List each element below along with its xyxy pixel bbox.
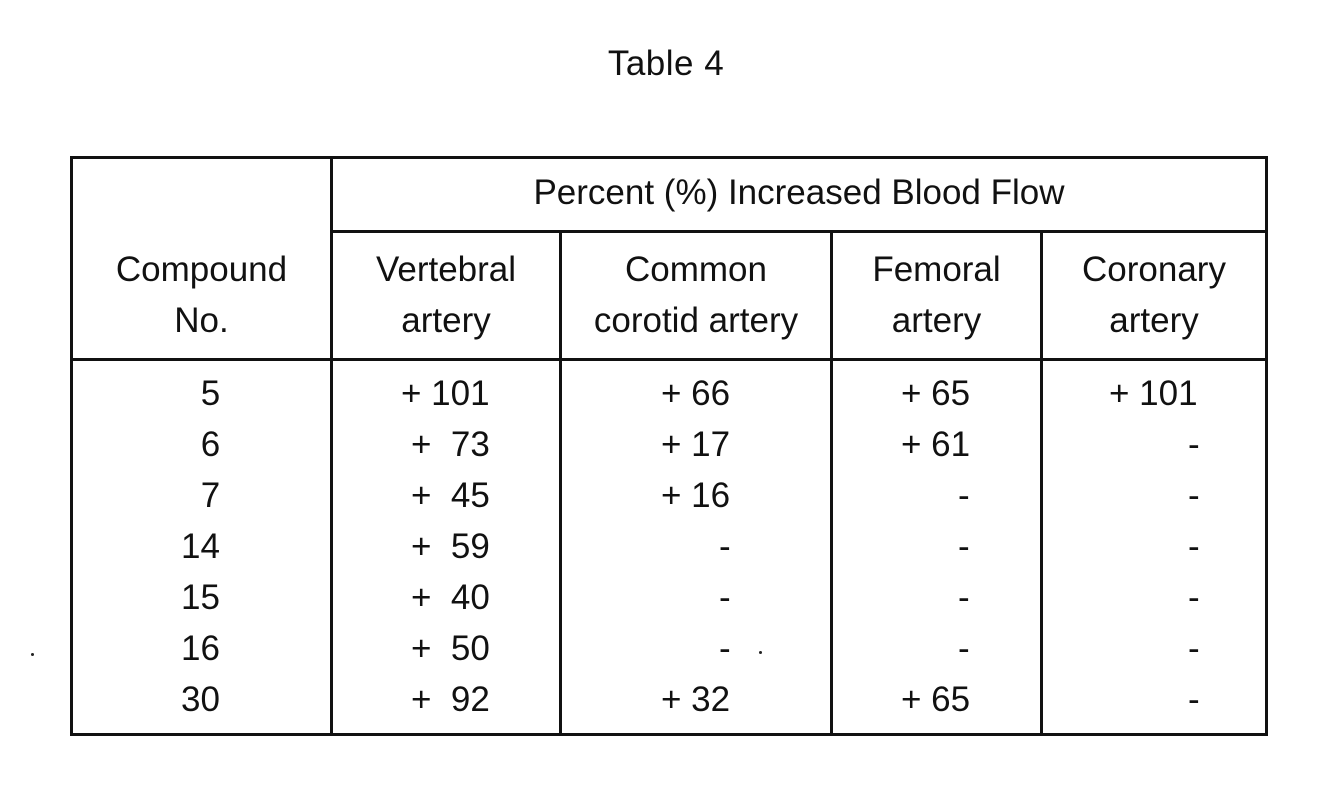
- cell-coronary: -: [1188, 578, 1200, 617]
- column-divider: [559, 232, 562, 733]
- cell-femoral: -: [958, 527, 970, 566]
- cell-femoral: + 61: [901, 425, 971, 464]
- column-divider: [830, 232, 833, 733]
- cell-compound: 6: [200, 425, 221, 464]
- header-vertebral-line1: Vertebral: [375, 250, 517, 289]
- cell-common: -: [719, 578, 731, 617]
- header-coronary-artery: Coronary artery: [1043, 244, 1265, 346]
- header-vertebral-line2: artery: [401, 301, 491, 340]
- cell-femoral: -: [958, 476, 970, 515]
- header-femoral-artery: Femoral artery: [833, 244, 1040, 346]
- header-compound-no: Compound No.: [73, 244, 330, 346]
- cell-vertebral: + 40: [411, 578, 490, 617]
- cell-compound: 7: [200, 476, 221, 515]
- cell-common: + 16: [661, 476, 731, 515]
- cell-femoral: + 65: [901, 374, 971, 413]
- header-common-line1: Common: [625, 250, 767, 289]
- cell-compound: 14: [181, 527, 220, 566]
- cell-common: + 66: [661, 374, 731, 413]
- cell-compound: 5: [200, 374, 221, 413]
- table-title: Table 4: [607, 44, 725, 83]
- cell-vertebral: + 59: [411, 527, 490, 566]
- data-table: Percent (%) Increased Blood Flow Compoun…: [70, 156, 1268, 736]
- cell-coronary: -: [1188, 527, 1200, 566]
- scan-speck: [31, 653, 34, 656]
- column-divider: [330, 159, 333, 733]
- header-common-corotid-artery: Common corotid artery: [562, 244, 830, 346]
- cell-vertebral: + 50: [411, 629, 490, 668]
- cell-compound: 16: [181, 629, 220, 668]
- cell-femoral: -: [958, 629, 970, 668]
- header-coronary-line1: Coronary: [1082, 250, 1226, 289]
- cell-vertebral: + 92: [411, 680, 490, 719]
- scan-speck: [759, 651, 762, 654]
- cell-coronary: -: [1188, 680, 1200, 719]
- cell-femoral: -: [958, 578, 970, 617]
- cell-coronary: -: [1188, 476, 1200, 515]
- group-header: Percent (%) Increased Blood Flow: [533, 173, 1065, 212]
- cell-common: + 32: [661, 680, 731, 719]
- header-vertebral-artery: Vertebral artery: [333, 244, 559, 346]
- cell-vertebral: + 101: [401, 374, 490, 413]
- cell-femoral: + 65: [901, 680, 971, 719]
- header-femoral-line1: Femoral: [872, 250, 1001, 289]
- cell-common: -: [719, 527, 731, 566]
- cell-vertebral: + 45: [411, 476, 490, 515]
- column-divider: [1040, 232, 1043, 733]
- row-divider: [330, 230, 1265, 233]
- row-divider: [73, 358, 1265, 361]
- cell-coronary: -: [1188, 629, 1200, 668]
- header-coronary-line2: artery: [1109, 301, 1199, 340]
- cell-common: -: [719, 629, 731, 668]
- cell-vertebral: + 73: [411, 425, 490, 464]
- cell-compound: 15: [181, 578, 220, 617]
- header-common-line2: corotid artery: [593, 301, 799, 340]
- cell-common: + 17: [661, 425, 731, 464]
- cell-coronary: + 101: [1109, 374, 1198, 413]
- header-compound-line1: Compound: [115, 250, 288, 289]
- header-femoral-line2: artery: [891, 301, 982, 340]
- cell-compound: 30: [181, 680, 220, 719]
- header-compound-line2: No.: [174, 301, 229, 340]
- cell-coronary: -: [1188, 425, 1200, 464]
